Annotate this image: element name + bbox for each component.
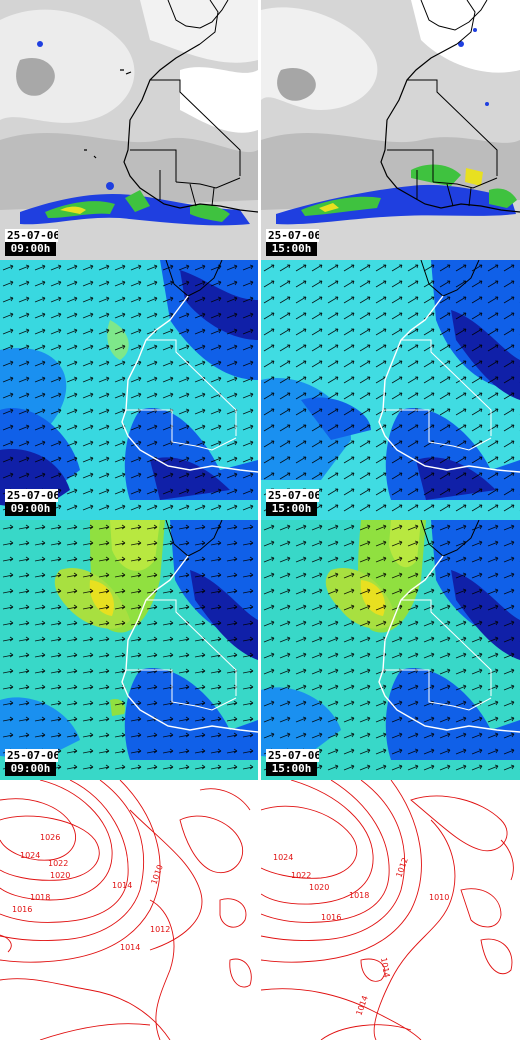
date-label: 25-07-06 [266, 489, 319, 502]
isobar-label: 1016 [12, 905, 32, 914]
isobar-label: 1014 [120, 943, 140, 952]
isobar-graphic: 1024 1022 1020 1018 1016 1012 1010 1014 … [261, 780, 520, 1040]
timestamp-label: 25-07-06 09:00h [5, 229, 58, 256]
date-label: 25-07-06 [5, 749, 58, 762]
timestamp-label: 25-07-06 15:00h [266, 229, 319, 256]
wind-gust-map-1500: 25-07-06 15:00h [261, 520, 520, 780]
isobar-label: 1024 [273, 853, 293, 862]
isobar-labels: 1026 1024 1022 1020 1018 1016 1014 1012 … [12, 833, 170, 952]
wind-map-graphic [0, 260, 258, 520]
isobar-label: 1022 [48, 859, 68, 868]
date-label: 25-07-06 [266, 229, 319, 242]
isobar-label: 1026 [40, 833, 60, 842]
cloud-map-graphic [0, 0, 258, 260]
isobar-label: 1014 [379, 957, 391, 979]
pressure-isobar-map-left: 1026 1024 1022 1020 1018 1016 1014 1012 … [0, 780, 258, 1040]
isobar-label: 1018 [30, 893, 50, 902]
isobar-label: 1020 [50, 871, 70, 880]
gust-map-graphic [261, 520, 520, 780]
wind-speed-map-0900: 25-07-06 09:00h [0, 260, 258, 520]
isobar-label: 1022 [291, 871, 311, 880]
time-label: 15:00h [266, 762, 317, 776]
isobar-graphic: 1026 1024 1022 1020 1018 1016 1014 1012 … [0, 780, 258, 1040]
timestamp-label: 25-07-06 09:00h [5, 749, 58, 776]
isobar-label: 1016 [321, 913, 341, 922]
timestamp-label: 25-07-06 09:00h [5, 489, 58, 516]
time-label: 09:00h [5, 242, 56, 256]
time-label: 15:00h [266, 502, 317, 516]
isobar-label: 1024 [20, 851, 40, 860]
isobar-label: 1012 [150, 925, 170, 934]
wind-map-graphic [261, 260, 520, 520]
time-label: 15:00h [266, 242, 317, 256]
wind-speed-map-1500: 25-07-06 15:00h [261, 260, 520, 520]
isobar-label: 1020 [309, 883, 329, 892]
cloud-precip-map-0900: 25-07-06 09:00h [0, 0, 258, 260]
cloud-map-graphic [261, 0, 520, 260]
pressure-isobar-map-right: 1024 1022 1020 1018 1016 1012 1010 1014 … [261, 780, 520, 1040]
date-label: 25-07-06 [5, 229, 58, 242]
panel-divider [258, 0, 261, 1040]
date-label: 25-07-06 [266, 749, 319, 762]
cloud-precip-map-1500: 25-07-06 15:00h [261, 0, 520, 260]
timestamp-label: 25-07-06 15:00h [266, 489, 319, 516]
timestamp-label: 25-07-06 15:00h [266, 749, 319, 776]
isobar-label: 1018 [349, 891, 369, 900]
time-label: 09:00h [5, 762, 56, 776]
isobar-label: 1014 [112, 881, 132, 890]
date-label: 25-07-06 [5, 489, 58, 502]
wind-gust-map-0900: 25-07-06 09:00h [0, 520, 258, 780]
time-label: 09:00h [5, 502, 56, 516]
gust-map-graphic [0, 520, 258, 780]
isobar-label: 1010 [429, 893, 449, 902]
